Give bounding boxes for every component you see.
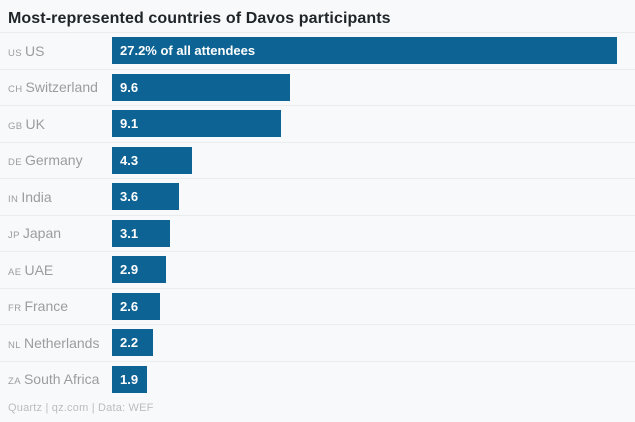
row-label: CH Switzerland bbox=[0, 79, 112, 95]
country-name: South Africa bbox=[23, 371, 100, 388]
bar-value-label: 27.2% of all attendees bbox=[120, 43, 256, 59]
bar-value-label: 9.6 bbox=[120, 79, 139, 95]
chart-source-attribution: Quartz | qz.com | Data: WEF bbox=[8, 402, 154, 414]
chart-row: GB UK 9.1 bbox=[0, 105, 635, 142]
country-code: FR bbox=[8, 303, 22, 315]
bar-track: 2.9 bbox=[112, 256, 617, 284]
country-code: NL bbox=[8, 339, 21, 351]
row-label: FR France bbox=[0, 298, 112, 314]
country-code: JP bbox=[8, 230, 20, 242]
bar: 27.2% of all attendees bbox=[112, 37, 617, 65]
bar: 3.1 bbox=[112, 219, 170, 247]
row-label: AE UAE bbox=[0, 262, 112, 278]
country-code: GB bbox=[8, 120, 23, 132]
country-code: CH bbox=[8, 84, 23, 96]
bar: 1.9 bbox=[112, 365, 148, 393]
bar: 2.9 bbox=[112, 256, 166, 284]
row-label: DE Germany bbox=[0, 152, 112, 168]
country-code: AE bbox=[8, 266, 22, 278]
country-name: US bbox=[25, 42, 45, 59]
country-name: India bbox=[21, 188, 52, 205]
chart-row: IN India 3.6 bbox=[0, 178, 635, 215]
chart-row: DE Germany 4.3 bbox=[0, 141, 635, 179]
bar-track: 9.6 bbox=[112, 73, 617, 101]
bar: 4.3 bbox=[112, 146, 192, 174]
bar: 2.6 bbox=[112, 292, 161, 320]
row-label: ZA South Africa bbox=[0, 371, 112, 387]
row-label: IN India bbox=[0, 189, 112, 205]
row-label: GB UK bbox=[0, 116, 112, 132]
bar-track: 9.1 bbox=[112, 110, 617, 138]
country-name: Netherlands bbox=[23, 334, 100, 351]
chart-row: AE UAE 2.9 bbox=[0, 251, 635, 288]
bar-value-label: 2.9 bbox=[120, 262, 139, 278]
chart-row: JP Japan 3.1 bbox=[0, 214, 635, 252]
bar: 9.6 bbox=[112, 73, 291, 101]
chart-row: FR France 2.6 bbox=[0, 287, 635, 325]
bar-track: 4.3 bbox=[112, 146, 617, 174]
bar: 3.6 bbox=[112, 183, 179, 211]
bar-value-label: 2.2 bbox=[120, 335, 139, 351]
row-label: US US bbox=[0, 43, 112, 59]
country-name: Switzerland bbox=[25, 79, 98, 96]
bar-value-label: 2.6 bbox=[120, 298, 139, 314]
country-code: ZA bbox=[8, 376, 21, 388]
chart-row: US US 27.2% of all attendees bbox=[0, 32, 635, 69]
chart-title: Most-represented countries of Davos part… bbox=[8, 10, 391, 27]
bar: 2.2 bbox=[112, 329, 153, 357]
country-code: DE bbox=[8, 157, 22, 169]
country-code: IN bbox=[8, 193, 19, 205]
bar-value-label: 9.1 bbox=[120, 116, 139, 132]
chart-row: CH Switzerland 9.6 bbox=[0, 68, 635, 106]
country-name: UK bbox=[25, 115, 45, 132]
country-name: Japan bbox=[22, 225, 62, 242]
bar-value-label: 1.9 bbox=[120, 371, 139, 387]
chart-row: NL Netherlands 2.2 bbox=[0, 324, 635, 361]
bar-track: 27.2% of all attendees bbox=[112, 37, 617, 65]
bar-track: 1.9 bbox=[112, 365, 617, 393]
row-label: JP Japan bbox=[0, 225, 112, 241]
bar-track: 2.6 bbox=[112, 292, 617, 320]
bar-value-label: 3.1 bbox=[120, 225, 139, 241]
chart-rows: US US 27.2% of all attendees CH Switzerlan… bbox=[0, 32, 635, 397]
country-name: Germany bbox=[25, 152, 83, 169]
bar: 9.1 bbox=[112, 110, 281, 138]
bar-track: 3.6 bbox=[112, 183, 617, 211]
bar-value-label: 3.6 bbox=[120, 189, 139, 205]
row-label: NL Netherlands bbox=[0, 335, 112, 351]
chart-row: ZA South Africa 1.9 bbox=[0, 360, 635, 398]
country-name: UAE bbox=[24, 261, 54, 278]
bar-track: 3.1 bbox=[112, 219, 617, 247]
country-code: US bbox=[8, 47, 22, 59]
country-name: France bbox=[24, 298, 69, 315]
bar-value-label: 4.3 bbox=[120, 152, 139, 168]
bar-track: 2.2 bbox=[112, 329, 617, 357]
